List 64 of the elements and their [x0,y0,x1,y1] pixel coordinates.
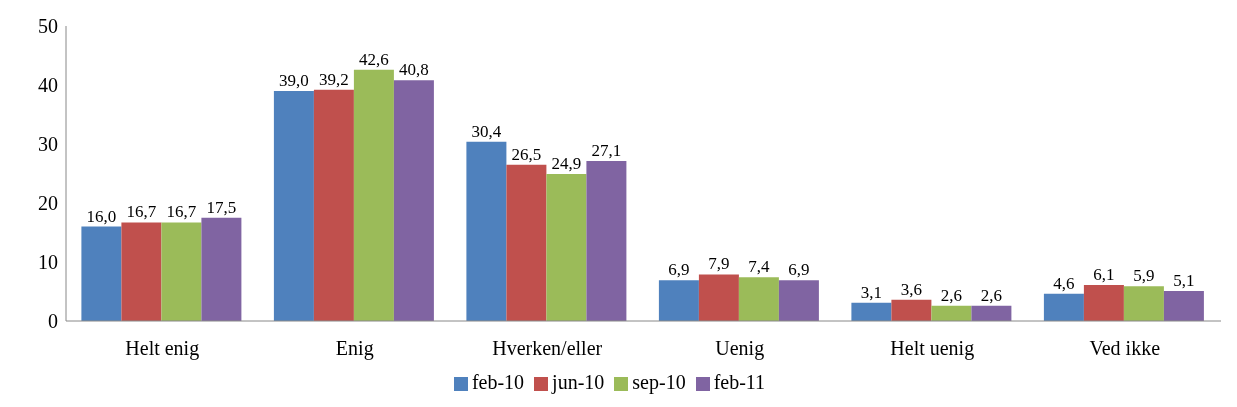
bar [506,164,547,321]
legend-label: feb-11 [713,371,766,393]
bar [738,277,779,321]
data-label: 6,9 [788,260,810,280]
bar [201,217,242,321]
data-label: 30,4 [471,121,502,141]
data-label: 2,6 [940,285,963,305]
legend-label: jun-10 [552,371,605,393]
bar [546,174,587,321]
x-tick-label: Ved ikke [1089,337,1161,360]
bar [1123,286,1164,321]
data-label: 2,6 [980,285,1003,305]
data-label: 26,5 [511,144,542,164]
data-label: 16,7 [126,202,157,222]
bar [353,69,394,321]
x-tick-label: Uenig [715,337,765,361]
bar [161,222,202,321]
bar [658,280,699,321]
data-label: 40,8 [399,60,429,80]
bar [1043,293,1084,321]
data-label: 39,0 [279,70,309,90]
data-label: 5,1 [1173,270,1195,290]
bar [81,226,122,321]
y-tick-label: 0 [48,310,58,333]
y-tick-label: 20 [38,192,58,215]
bar [1083,285,1124,321]
data-label: 17,5 [206,197,237,217]
data-label: 5,9 [1133,266,1155,286]
y-tick-label: 40 [38,74,58,97]
legend-label: sep-10 [632,371,686,393]
x-tick-label: Enig [335,337,374,361]
bar [698,274,739,321]
data-label: 4,6 [1053,273,1075,293]
data-label: 27,1 [591,141,622,161]
data-label: 24,9 [551,154,582,174]
bar [313,89,354,321]
bar [891,299,932,321]
legend-label: feb-10 [471,371,525,393]
bar [393,80,434,321]
bar [586,161,627,321]
data-label: 7,4 [748,257,771,277]
data-label: 16,0 [86,206,117,226]
x-tick-label: Helt enig [125,337,200,361]
bar [851,302,892,321]
bar [1163,290,1204,321]
bar [931,305,972,321]
data-label: 3,1 [860,282,883,302]
data-label: 16,7 [166,202,197,222]
data-label: 7,9 [708,254,730,274]
bar [778,280,819,321]
data-label: 39,2 [319,69,349,89]
data-label: 42,6 [359,49,389,69]
bar [466,141,507,321]
data-label: 6,1 [1093,265,1115,285]
x-tick-label: Hverken/eller [492,337,603,360]
bar [273,90,314,321]
y-tick-label: 50 [38,15,58,38]
bar [121,222,162,321]
data-label: 3,6 [900,279,923,299]
bar [971,305,1012,321]
y-tick-label: 10 [38,251,58,274]
y-tick-label: 30 [38,133,58,156]
x-tick-label: Helt uenig [890,337,975,361]
data-label: 6,9 [668,260,690,280]
